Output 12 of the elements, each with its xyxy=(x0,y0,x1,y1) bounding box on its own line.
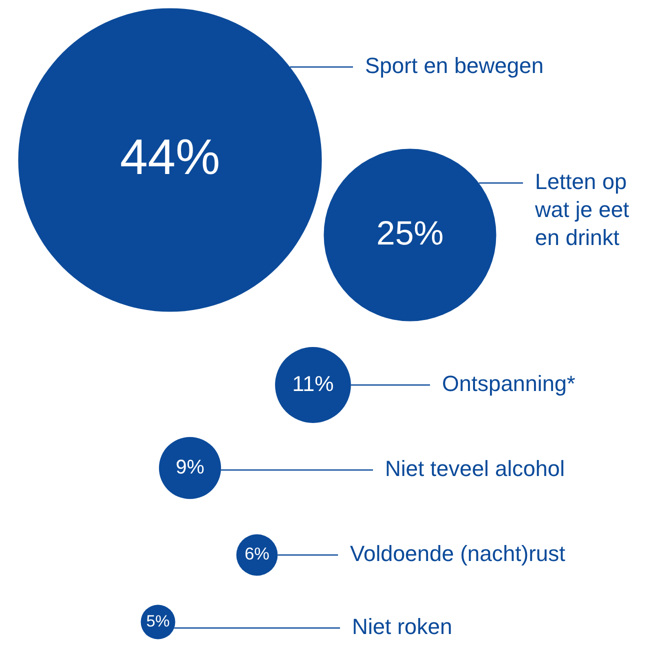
category-label: Letten op wat je eet en drinkt xyxy=(534,169,630,250)
data-label: 44% xyxy=(120,128,220,185)
category-label: Niet teveel alcohol xyxy=(385,456,565,482)
category-label: Ontspanning* xyxy=(442,371,576,396)
category-label: Voldoende (nacht)rust xyxy=(350,541,566,566)
data-label: 9% xyxy=(176,456,204,478)
data-label: 6% xyxy=(244,544,270,564)
data-label: 5% xyxy=(146,612,170,630)
data-label: 25% xyxy=(376,215,444,252)
category-label: Sport en bewegen xyxy=(365,53,544,78)
data-label: 11% xyxy=(292,372,334,396)
category-label: Niet roken xyxy=(352,614,452,640)
